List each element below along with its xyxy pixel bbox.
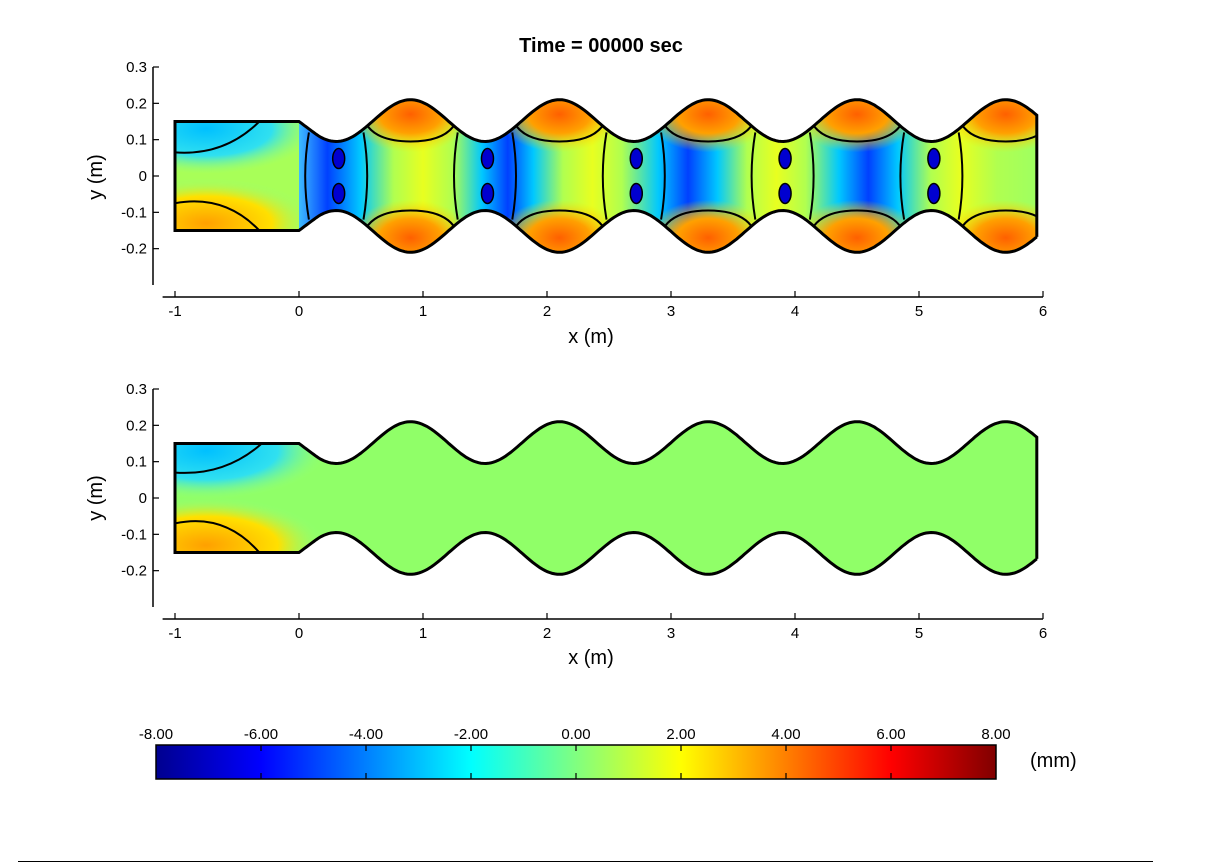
contour-line xyxy=(899,132,906,220)
x-tick-label: 4 xyxy=(791,303,799,320)
contour-line xyxy=(175,200,261,232)
y-tick-label: 0 xyxy=(139,168,147,185)
cold-island xyxy=(629,147,644,170)
colorbar-tick-label: -8.00 xyxy=(139,726,173,743)
colorbar-tick-label: -2.00 xyxy=(454,726,488,743)
contour-line xyxy=(957,132,964,220)
colorbar-tick-label: 0.00 xyxy=(561,726,590,743)
y-tick-label: 0.2 xyxy=(126,417,147,434)
cold-island xyxy=(927,182,941,205)
cold-island xyxy=(480,147,495,170)
x-tick-label: 1 xyxy=(419,303,427,320)
colorbar-tick-label: 8.00 xyxy=(981,726,1010,743)
colorbar-tick-label: 4.00 xyxy=(771,726,800,743)
cold-island xyxy=(480,182,495,205)
hot-lobe xyxy=(348,199,473,253)
contour-line xyxy=(453,132,459,220)
colorbar-tick-label: 2.00 xyxy=(666,726,695,743)
bottom-contours xyxy=(175,442,263,554)
top-xlabel: x (m) xyxy=(568,326,614,348)
bottom-xlabel: x (m) xyxy=(568,647,614,669)
x-tick-label: -1 xyxy=(168,303,181,320)
contour-line xyxy=(750,132,757,220)
hot-lobe xyxy=(497,199,622,253)
y-tick-label: -0.1 xyxy=(121,526,147,543)
x-tick-label: 0 xyxy=(295,625,303,642)
y-tick-label: -0.2 xyxy=(121,563,147,580)
top-domain-outline xyxy=(173,98,1039,254)
contour-line xyxy=(175,120,261,154)
contour-line xyxy=(175,442,263,474)
x-tick-label: 5 xyxy=(915,625,923,642)
x-tick-label: 1 xyxy=(419,625,427,642)
x-tick-label: 5 xyxy=(915,303,923,320)
x-tick-label: 6 xyxy=(1039,625,1047,642)
contour-line xyxy=(175,520,261,554)
contour-line xyxy=(362,132,369,220)
contour-line xyxy=(601,132,608,220)
hot-lobe xyxy=(646,199,771,253)
y-tick-label: 0.1 xyxy=(126,454,147,471)
bottom-ylabel: y (m) xyxy=(85,475,107,521)
cold-island xyxy=(927,147,941,170)
hot-lobe xyxy=(795,99,919,153)
contour-line xyxy=(660,132,666,220)
bottom-axes: 0.3 0.2 0.1 0 -0.1 -0.2 -1 0 1 2 3 4 5 6 xyxy=(121,381,1047,642)
hot-lobe xyxy=(795,199,919,253)
cold-island xyxy=(778,182,792,205)
colorbar: -8.00 -6.00 -4.00 -2.00 0.00 2.00 4.00 6.00 8.00… xyxy=(139,726,1077,780)
cold-island xyxy=(629,182,644,205)
x-tick-label: 2 xyxy=(543,625,551,642)
y-tick-label: -0.2 xyxy=(121,241,147,258)
hot-lobe xyxy=(646,99,771,153)
inlet-cold-lobe xyxy=(175,421,326,499)
bottom-field xyxy=(175,421,1037,575)
colorbar-tick-label: 6.00 xyxy=(876,726,905,743)
y-tick-label: 0.3 xyxy=(126,59,147,76)
contour-line xyxy=(808,132,815,220)
bottom-divider xyxy=(18,861,1153,862)
hot-lobe xyxy=(497,99,622,153)
bottom-domain-outline xyxy=(173,420,1039,576)
top-axes: 0.3 0.2 0.1 0 -0.1 -0.2 -1 0 1 2 3 4 5 6 xyxy=(121,59,1047,320)
colorbar-tick-label: -4.00 xyxy=(349,726,383,743)
y-tick-label: 0 xyxy=(139,490,147,507)
hot-lobe xyxy=(348,99,473,153)
contour-line xyxy=(304,132,310,220)
cold-island xyxy=(778,147,792,170)
cold-island xyxy=(331,182,346,205)
bottom-panel: 0.3 0.2 0.1 0 -0.1 -0.2 -1 0 1 2 3 4 5 6 x (m) y (m) xyxy=(85,381,1047,669)
x-tick-label: -1 xyxy=(168,625,181,642)
y-tick-label: -0.1 xyxy=(121,204,147,221)
top-field xyxy=(175,99,1037,253)
x-tick-label: 3 xyxy=(667,303,675,320)
contour-line xyxy=(511,132,517,220)
y-tick-label: 0.2 xyxy=(126,95,147,112)
x-tick-label: 3 xyxy=(667,625,675,642)
y-tick-label: 0.3 xyxy=(126,381,147,398)
x-tick-label: 6 xyxy=(1039,303,1047,320)
colorbar-ticks: -8.00 -6.00 -4.00 -2.00 0.00 2.00 4.00 6.00 8.00 xyxy=(139,726,1011,779)
colorbar-tick-label: -6.00 xyxy=(244,726,278,743)
x-tick-label: 2 xyxy=(543,303,551,320)
channel-base xyxy=(175,421,1037,575)
top-ylabel: y (m) xyxy=(85,154,107,200)
figure-title: Time = 00000 sec xyxy=(519,35,683,57)
top-panel: 0.3 0.2 0.1 0 -0.1 -0.2 -1 0 1 2 3 4 5 6 x (m) y (m) xyxy=(85,59,1047,348)
x-tick-label: 0 xyxy=(295,303,303,320)
y-tick-label: 0.1 xyxy=(126,132,147,149)
colorbar-unit: (mm) xyxy=(1030,750,1077,772)
cold-island xyxy=(331,147,346,170)
x-tick-label: 4 xyxy=(791,625,799,642)
